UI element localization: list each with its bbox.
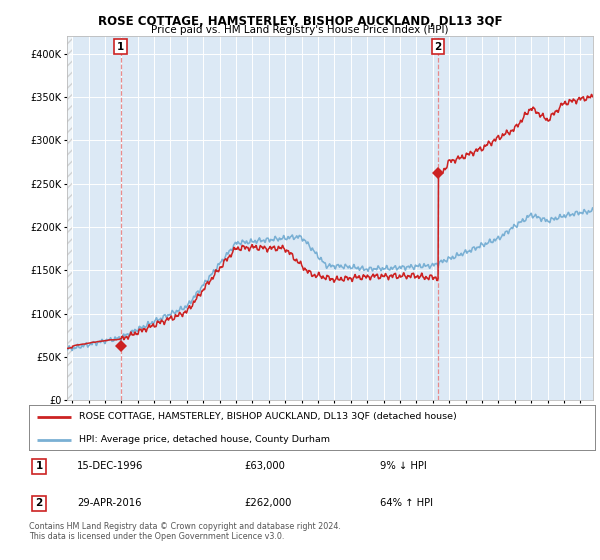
Text: 1: 1: [35, 461, 43, 472]
Text: £63,000: £63,000: [244, 461, 285, 472]
Text: 29-APR-2016: 29-APR-2016: [77, 498, 142, 508]
Text: Contains HM Land Registry data © Crown copyright and database right 2024.
This d: Contains HM Land Registry data © Crown c…: [29, 522, 341, 542]
Text: £262,000: £262,000: [244, 498, 292, 508]
Text: 9% ↓ HPI: 9% ↓ HPI: [380, 461, 427, 472]
Text: 1: 1: [117, 42, 124, 52]
Text: ROSE COTTAGE, HAMSTERLEY, BISHOP AUCKLAND, DL13 3QF (detached house): ROSE COTTAGE, HAMSTERLEY, BISHOP AUCKLAN…: [79, 413, 457, 422]
Text: HPI: Average price, detached house, County Durham: HPI: Average price, detached house, Coun…: [79, 435, 329, 444]
Text: 2: 2: [434, 42, 442, 52]
Text: Price paid vs. HM Land Registry's House Price Index (HPI): Price paid vs. HM Land Registry's House …: [151, 25, 449, 35]
Text: ROSE COTTAGE, HAMSTERLEY, BISHOP AUCKLAND, DL13 3QF: ROSE COTTAGE, HAMSTERLEY, BISHOP AUCKLAN…: [98, 15, 502, 27]
Text: 2: 2: [35, 498, 43, 508]
Text: 15-DEC-1996: 15-DEC-1996: [77, 461, 143, 472]
Text: 64% ↑ HPI: 64% ↑ HPI: [380, 498, 433, 508]
